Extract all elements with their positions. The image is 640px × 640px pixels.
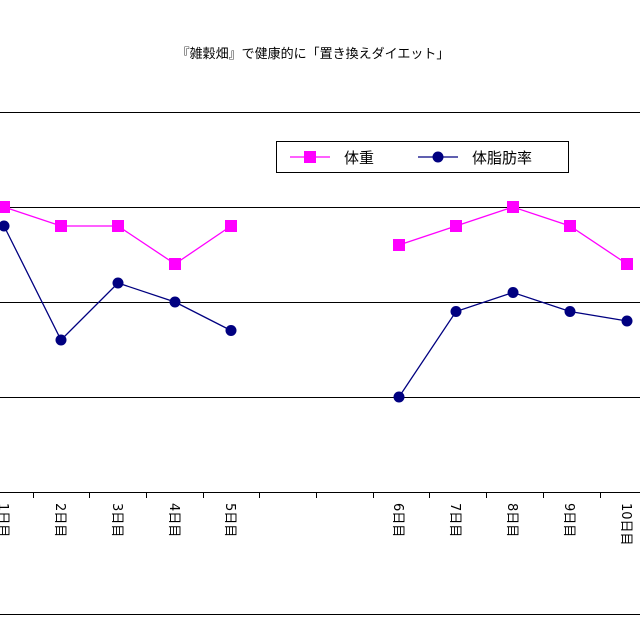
x-tick-label: 8日目 [504, 503, 519, 537]
data-point [225, 325, 237, 336]
x-tick-label: 2日目 [52, 503, 67, 537]
legend-marker [304, 151, 316, 163]
x-tick-label: 4日目 [166, 503, 181, 537]
data-point [55, 334, 67, 346]
legend-label: 体脂肪率 [472, 149, 532, 167]
data-point [507, 287, 519, 298]
data-point [564, 306, 576, 317]
data-point [112, 220, 124, 232]
data-point [0, 201, 10, 213]
x-tick-label: 5日目 [222, 503, 237, 537]
data-point [564, 220, 576, 232]
data-point [621, 315, 633, 327]
data-point [450, 220, 462, 232]
data-point [225, 220, 237, 232]
data-point [169, 296, 181, 308]
data-point [393, 391, 405, 403]
x-tick-label: 6日目 [390, 503, 405, 537]
legend-marker [432, 151, 444, 163]
legend-label: 体重 [344, 149, 374, 167]
data-point [507, 201, 519, 213]
legend: 体重 体脂肪率 [276, 141, 569, 173]
x-tick-label: 10日目 [618, 503, 633, 546]
series-line-0 [3, 206, 232, 265]
data-point [0, 220, 10, 232]
series-line-0 [398, 206, 628, 265]
data-point [393, 239, 405, 251]
x-tick-label: 1日目 [0, 503, 10, 537]
data-point [169, 258, 181, 270]
data-point [112, 277, 124, 289]
x-tick-label: 7日目 [447, 503, 462, 537]
data-point [621, 258, 633, 270]
chart-title: 『雑穀畑』で健康的に「置き換えダイエット」 [177, 46, 450, 62]
x-tick-label: 9日目 [561, 503, 576, 537]
series-line-1 [398, 291, 628, 398]
x-tick-label: 3日目 [109, 503, 124, 537]
data-point [55, 220, 67, 232]
data-point [450, 306, 462, 317]
